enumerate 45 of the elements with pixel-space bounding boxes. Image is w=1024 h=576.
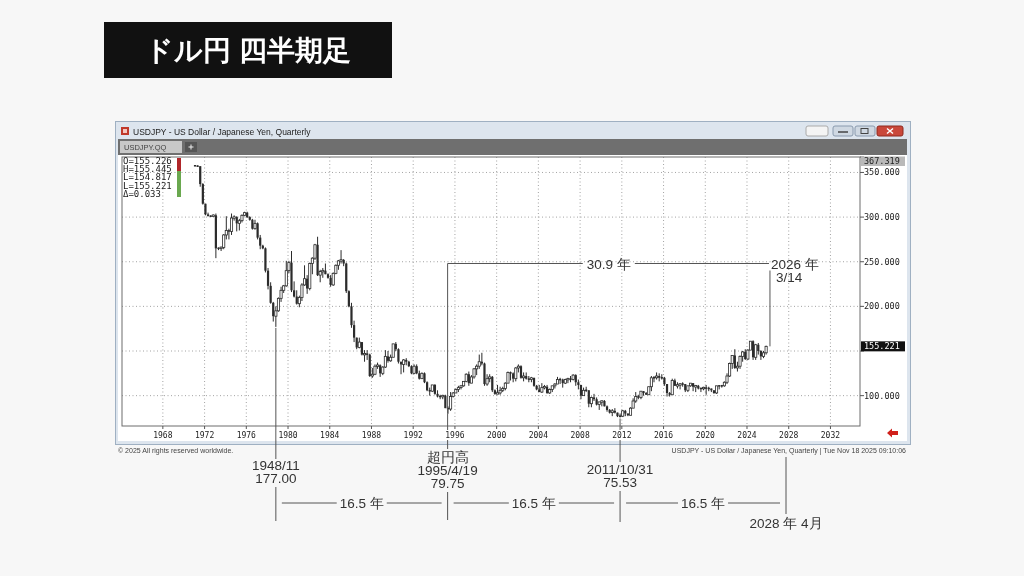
chart-title: ドル円 四半期足 xyxy=(145,35,351,66)
x-tick-label: 1988 xyxy=(361,430,382,440)
y-tick-label: 350.000 xyxy=(864,167,900,178)
y-tick-label: 200.000 xyxy=(864,301,900,312)
annotation: 1948/11 xyxy=(251,458,300,473)
annotation: L=154.817 xyxy=(123,172,172,183)
annotation: L=155.221 xyxy=(123,180,172,191)
annotation: 3/14 xyxy=(775,269,803,285)
y-tick-label: 367.319 xyxy=(864,156,900,166)
x-tick-label: 2016 xyxy=(653,430,674,440)
x-tick-label: 1984 xyxy=(320,430,340,440)
x-tick-label: 2028 xyxy=(779,430,799,440)
chart-subtitle: USDJPY - US Dollar / Japanese Yen, Quarterly xyxy=(133,126,312,137)
y-tick-label: 250.000 xyxy=(864,256,900,267)
y-tick-label: 100.000 xyxy=(864,390,900,401)
x-tick-label: 1992 xyxy=(403,430,424,440)
x-tick-label: 2004 xyxy=(528,430,549,440)
x-tick-label: 2032 xyxy=(820,430,841,440)
x-tick-label: 2008 xyxy=(570,430,590,440)
text: 16.5 年 xyxy=(511,496,556,511)
x-tick-label: 1996 xyxy=(445,430,465,440)
text: 75.53 xyxy=(603,475,637,490)
text: 177.00 xyxy=(255,470,297,486)
x-tick-label: 2012 xyxy=(612,430,632,440)
text: 2028 年 4月 xyxy=(749,516,823,531)
annotation: H=155.445 xyxy=(123,163,172,174)
annotation: 超円高 xyxy=(426,450,469,465)
text: 79.75 xyxy=(430,476,465,491)
x-tick-label: 1980 xyxy=(278,430,298,440)
x-tick-label: 1976 xyxy=(236,430,257,440)
x-tick-label: 2024 xyxy=(737,430,757,440)
annotation: 2011/10/31 xyxy=(586,462,654,477)
x-tick-label: 2020 xyxy=(695,430,716,440)
y-tick-label: 300.000 xyxy=(864,212,900,223)
annotation: O=155.226 xyxy=(123,155,172,166)
text: 16.5 年 xyxy=(339,496,384,511)
x-tick-label: 1972 xyxy=(194,430,215,440)
x-tick-label: 1968 xyxy=(153,430,173,440)
x-tick-label: 2000 xyxy=(487,430,507,440)
text: 155.221 xyxy=(864,341,900,352)
text: 16.5 年 xyxy=(681,496,726,511)
annotation: 2026 年 xyxy=(770,256,819,272)
annotation: 30.9 年 xyxy=(586,256,631,272)
annotation: Δ=0.033 xyxy=(123,189,161,200)
text: 1995/4/19 xyxy=(417,463,478,478)
